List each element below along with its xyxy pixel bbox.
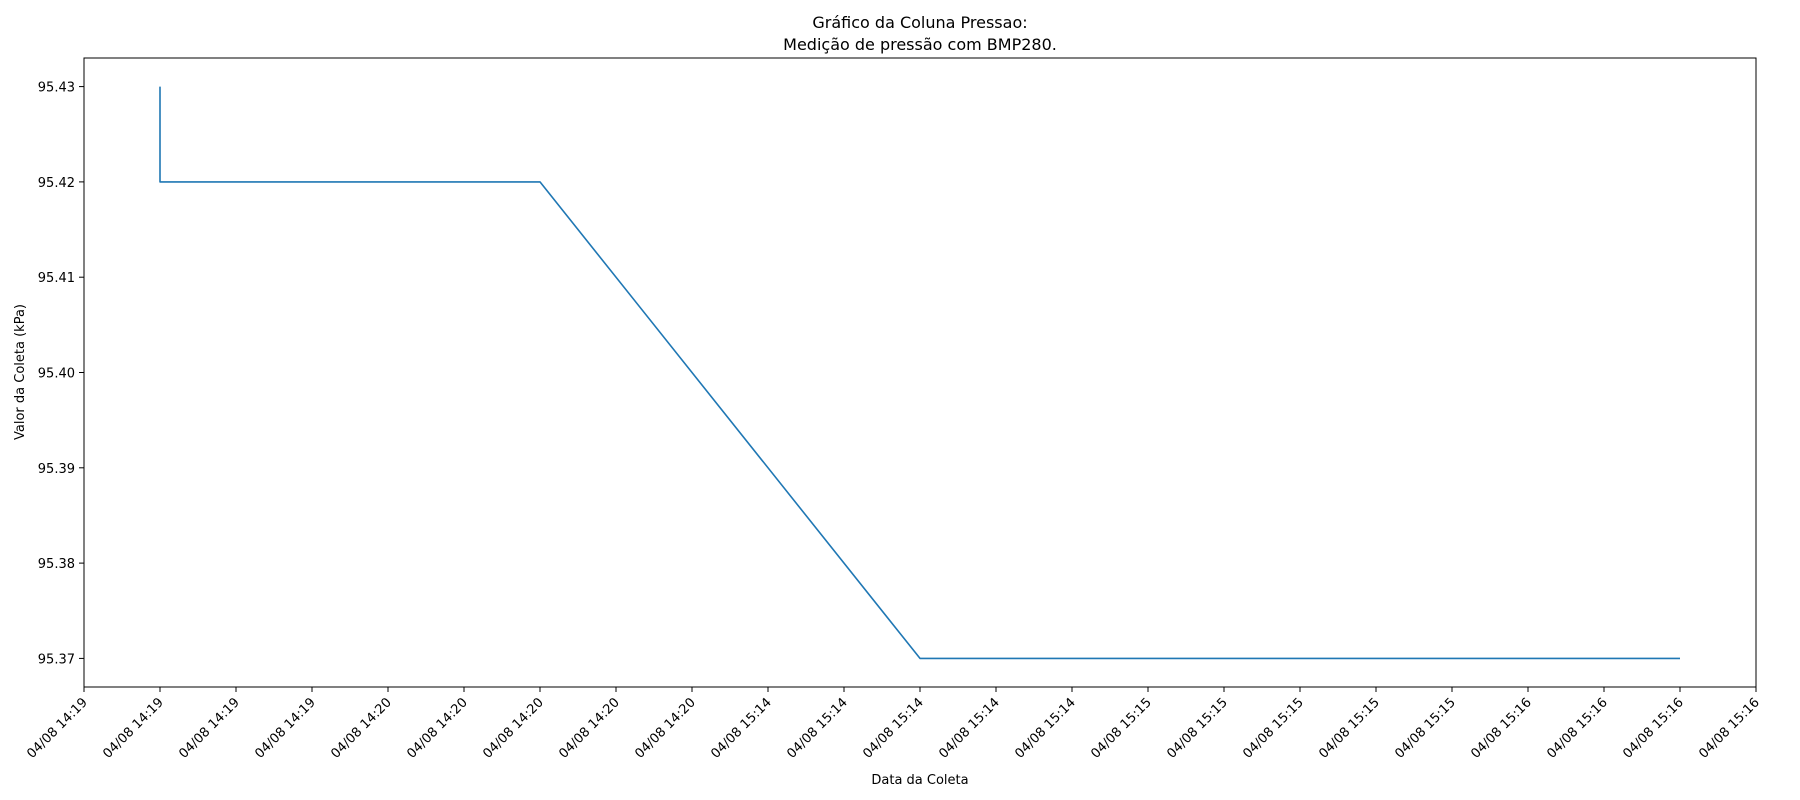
- x-tick-label: 04/08 15:15: [1088, 695, 1155, 762]
- x-tick-label: 04/08 14:19: [100, 695, 167, 762]
- x-tick-label: 04/08 15:14: [708, 695, 775, 762]
- x-tick-label: 04/08 14:20: [556, 695, 623, 762]
- x-tick-label: 04/08 15:16: [1696, 695, 1763, 762]
- x-tick-label: 04/08 14:20: [480, 695, 547, 762]
- x-tick-label: 04/08 15:15: [1392, 695, 1459, 762]
- x-tick-label: 04/08 15:15: [1240, 695, 1307, 762]
- chart-title-line2: Medição de pressão com BMP280.: [783, 35, 1057, 54]
- y-tick-label: 95.43: [38, 81, 75, 96]
- x-tick-label: 04/08 14:20: [404, 695, 471, 762]
- chart-title-line1: Gráfico da Coluna Pressao:: [812, 13, 1027, 32]
- y-tick-label: 95.42: [38, 176, 75, 191]
- x-tick-label: 04/08 15:16: [1468, 695, 1535, 762]
- x-tick-label: 04/08 14:19: [24, 695, 91, 762]
- y-tick-label: 95.38: [38, 557, 75, 572]
- x-axis-ticks: 04/08 14:19 04/08 14:19 04/08 14:19 04/08 1…: [24, 687, 1763, 762]
- x-tick-label: 04/08 14:20: [632, 695, 699, 762]
- y-tick-label: 95.37: [38, 652, 75, 667]
- plot-area-frame: [83, 57, 1757, 688]
- x-tick-label: 04/08 15:14: [1012, 695, 1079, 762]
- x-tick-label: 04/08 15:14: [936, 695, 1003, 762]
- x-tick-label: 04/08 15:14: [860, 695, 927, 762]
- x-tick-label: 04/08 14:19: [252, 695, 319, 762]
- x-tick-label: 04/08 15:16: [1544, 695, 1611, 762]
- x-tick-label: 04/08 15:15: [1316, 695, 1383, 762]
- y-axis-label: Valor da Coleta (kPa): [13, 304, 28, 440]
- x-tick-label: 04/08 14:20: [328, 695, 395, 762]
- x-tick-label: 04/08 14:19: [176, 695, 243, 762]
- x-tick-label: 04/08 15:14: [784, 695, 851, 762]
- x-tick-label: 04/08 15:16: [1620, 695, 1687, 762]
- y-tick-label: 95.40: [38, 367, 75, 382]
- x-axis-label: Data da Coleta: [871, 773, 968, 788]
- y-tick-label: 95.41: [38, 271, 75, 286]
- y-axis-ticks: 95.43 95.42 95.41 95.40 95.39 95.38 95.37: [38, 81, 84, 667]
- pressure-series-line: [159, 86, 1680, 660]
- y-tick-label: 95.39: [38, 462, 75, 477]
- x-tick-label: 04/08 15:15: [1164, 695, 1231, 762]
- series-layer: [159, 86, 1680, 660]
